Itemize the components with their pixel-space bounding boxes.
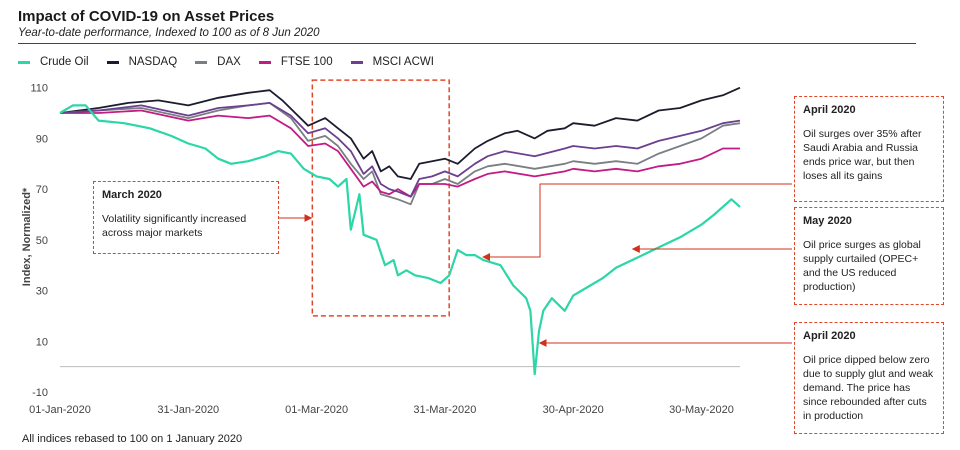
legend-swatch (195, 60, 208, 64)
legend-item-dax: DAX (195, 56, 241, 68)
y-tick-label: 30 (36, 286, 48, 298)
y-axis-label: Index, Normalized* (21, 187, 33, 286)
annotation-text: Oil price dipped below zero due to suppl… (803, 354, 934, 422)
series-line-msci-acwi (59, 102, 741, 198)
annotation-text: Oil surges over 35% after Saudi Arabia a… (803, 128, 922, 182)
annotation-april-2020-below-zero: April 2020 Oil price dipped below zero d… (794, 322, 944, 434)
legend-label: MSCI ACWI (372, 56, 434, 68)
annotation-title: April 2020 (803, 104, 856, 116)
legend-label: FTSE 100 (280, 56, 333, 68)
annotation-may-2020: May 2020 Oil price surges as global supp… (794, 207, 944, 305)
x-tick-label: 30-Apr-2020 (543, 404, 604, 416)
legend-swatch (258, 60, 271, 64)
march-highlight-box (311, 79, 450, 317)
footnote: All indices rebased to 100 on 1 January … (22, 433, 243, 445)
annotation-april-2020-price-war: April 2020 Oil surges over 35% after Sau… (794, 96, 944, 202)
legend-label: DAX (217, 56, 241, 68)
annotation-title: March 2020 (102, 189, 162, 201)
legend-item-nasdaq: NASDAQ (106, 56, 178, 68)
y-tick-label: 90 (36, 133, 48, 145)
legend-swatch (106, 60, 119, 64)
series-line-crude-oil (59, 104, 741, 376)
series-line-ftse-100 (60, 109, 740, 198)
y-tick-label: -10 (32, 387, 48, 399)
x-tick-label: 30-May-2020 (669, 404, 734, 416)
annotation-text: Oil price surges as global supply curtai… (803, 239, 921, 293)
legend-swatch (18, 60, 30, 64)
x-tick-label: 31-Jan-2020 (157, 404, 219, 416)
y-tick-label: 10 (36, 336, 48, 348)
legend-label: NASDAQ (128, 56, 178, 68)
legend-item-msci-acwi: MSCI ACWI (350, 56, 434, 68)
annotation-text: Volatility significantly increased acros… (102, 213, 247, 239)
title-divider (18, 43, 916, 44)
annotation-title: April 2020 (803, 330, 856, 342)
legend-item-crude-oil: Crude Oil (18, 56, 89, 68)
x-tick-label: 01-Jan-2020 (29, 404, 91, 416)
legend-item-ftse-100: FTSE 100 (258, 56, 333, 68)
page-subtitle: Year-to-date performance, Indexed to 100… (18, 27, 320, 39)
x-tick-label: 31-Mar-2020 (413, 404, 476, 416)
annotation-title: May 2020 (803, 215, 852, 227)
annotation-march-2020: March 2020 Volatility significantly incr… (93, 181, 279, 254)
x-tick-label: 01-Mar-2020 (285, 404, 348, 416)
y-tick-label: 110 (30, 83, 48, 95)
arrow-april-price-war (482, 183, 792, 261)
y-tick-label: 50 (36, 235, 48, 247)
chart-legend: Crude Oil NASDAQ DAX FTSE 100 MSCI ACWI (18, 56, 452, 68)
series-line-nasdaq (59, 86, 741, 180)
page-title: Impact of COVID-19 on Asset Prices (18, 8, 275, 25)
legend-swatch (350, 60, 363, 64)
y-tick-label: 70 (36, 184, 48, 196)
legend-label: Crude Oil (40, 56, 89, 68)
